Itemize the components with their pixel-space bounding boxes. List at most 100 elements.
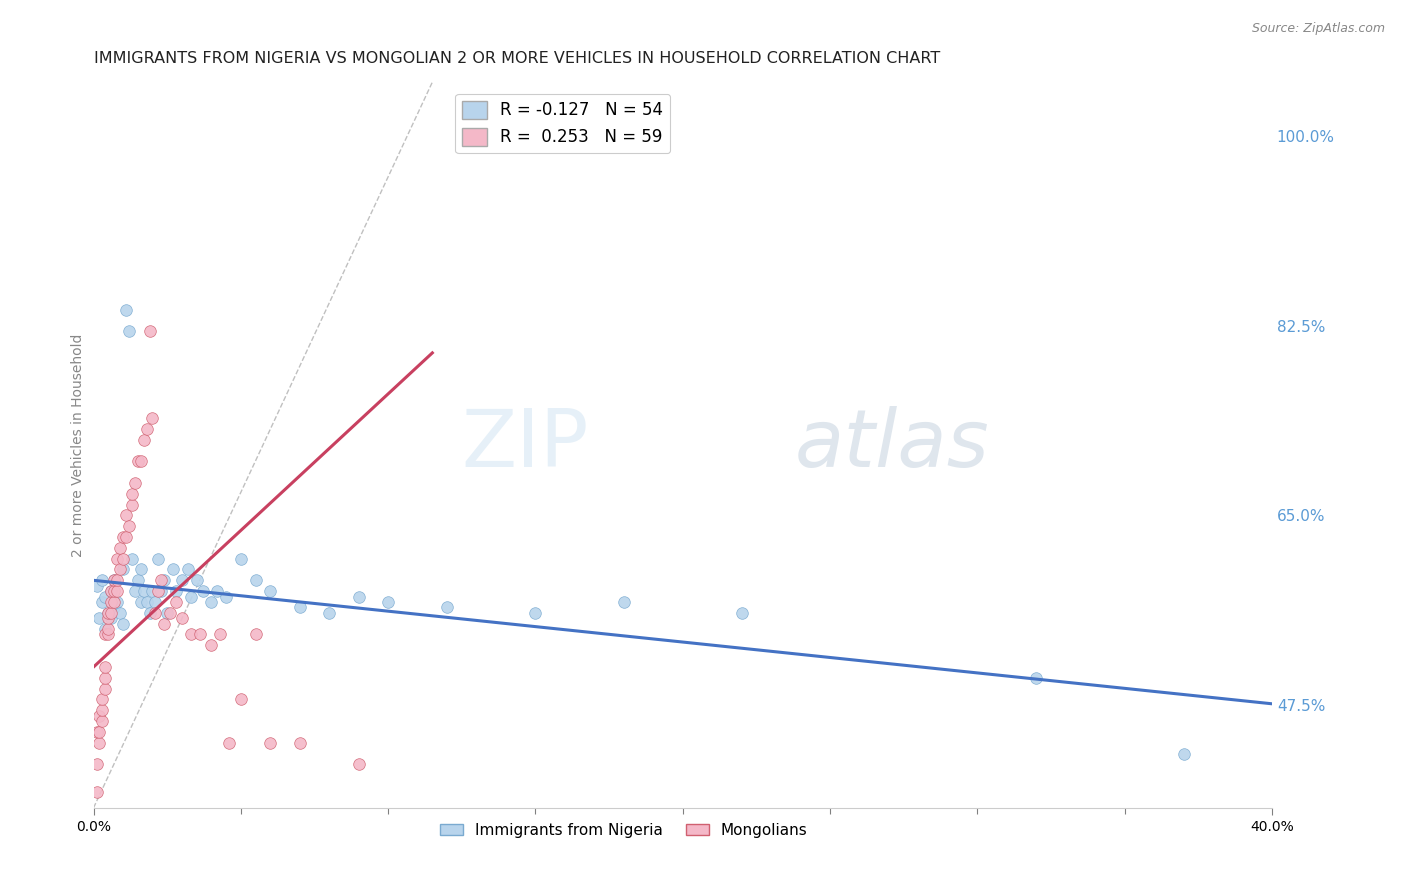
Point	[97, 606, 120, 620]
Point	[209, 627, 232, 641]
Point	[150, 584, 173, 599]
Text: IMMIGRANTS FROM NIGERIA VS MONGOLIAN 2 OR MORE VEHICLES IN HOUSEHOLD CORRELATION: IMMIGRANTS FROM NIGERIA VS MONGOLIAN 2 O…	[94, 51, 939, 66]
Point	[105, 574, 128, 588]
Point	[103, 574, 125, 588]
Point	[436, 600, 458, 615]
Point	[153, 616, 176, 631]
Point	[148, 584, 170, 599]
Point	[135, 595, 157, 609]
Point	[118, 324, 141, 338]
Point	[127, 454, 149, 468]
Point	[132, 433, 155, 447]
Point	[91, 574, 114, 588]
Point	[91, 714, 114, 728]
Point	[108, 606, 131, 620]
Point	[153, 574, 176, 588]
Point	[135, 422, 157, 436]
Point	[162, 562, 184, 576]
Point	[156, 606, 179, 620]
Point	[94, 622, 117, 636]
Point	[150, 574, 173, 588]
Point	[103, 574, 125, 588]
Point	[165, 584, 187, 599]
Point	[124, 584, 146, 599]
Point	[103, 584, 125, 599]
Y-axis label: 2 or more Vehicles in Household: 2 or more Vehicles in Household	[72, 334, 86, 557]
Point	[613, 595, 636, 609]
Point	[94, 681, 117, 696]
Point	[138, 606, 160, 620]
Point	[89, 708, 111, 723]
Point	[112, 551, 135, 566]
Point	[148, 551, 170, 566]
Point	[129, 454, 152, 468]
Point	[121, 498, 143, 512]
Point	[730, 606, 752, 620]
Point	[180, 627, 202, 641]
Point	[86, 725, 108, 739]
Point	[103, 600, 125, 615]
Point	[215, 590, 238, 604]
Point	[91, 703, 114, 717]
Point	[94, 660, 117, 674]
Point	[121, 486, 143, 500]
Point	[129, 562, 152, 576]
Point	[94, 627, 117, 641]
Point	[105, 584, 128, 599]
Point	[105, 595, 128, 609]
Point	[100, 584, 122, 599]
Point	[105, 551, 128, 566]
Point	[97, 611, 120, 625]
Point	[112, 562, 135, 576]
Point	[115, 530, 138, 544]
Legend: Immigrants from Nigeria, Mongolians: Immigrants from Nigeria, Mongolians	[434, 816, 814, 844]
Point	[200, 595, 222, 609]
Point	[97, 622, 120, 636]
Point	[141, 410, 163, 425]
Text: Source: ZipAtlas.com: Source: ZipAtlas.com	[1251, 22, 1385, 36]
Point	[94, 671, 117, 685]
Point	[138, 324, 160, 338]
Point	[288, 600, 311, 615]
Point	[89, 736, 111, 750]
Point	[86, 579, 108, 593]
Point	[129, 595, 152, 609]
Point	[118, 519, 141, 533]
Point	[97, 606, 120, 620]
Point	[121, 551, 143, 566]
Point	[89, 611, 111, 625]
Point	[100, 584, 122, 599]
Point	[177, 562, 200, 576]
Point	[159, 606, 181, 620]
Point	[94, 590, 117, 604]
Point	[170, 574, 193, 588]
Text: atlas: atlas	[794, 406, 990, 484]
Point	[91, 595, 114, 609]
Point	[100, 606, 122, 620]
Point	[318, 606, 340, 620]
Point	[524, 606, 547, 620]
Point	[1173, 747, 1195, 761]
Point	[259, 584, 281, 599]
Point	[115, 302, 138, 317]
Point	[180, 590, 202, 604]
Point	[347, 757, 370, 772]
Point	[115, 508, 138, 523]
Point	[188, 627, 211, 641]
Point	[170, 611, 193, 625]
Point	[132, 584, 155, 599]
Point	[108, 562, 131, 576]
Point	[207, 584, 229, 599]
Point	[218, 736, 240, 750]
Point	[97, 627, 120, 641]
Point	[112, 616, 135, 631]
Point	[100, 595, 122, 609]
Point	[100, 611, 122, 625]
Point	[1025, 671, 1047, 685]
Point	[377, 595, 399, 609]
Point	[165, 595, 187, 609]
Point	[91, 692, 114, 706]
Point	[145, 595, 167, 609]
Point	[103, 595, 125, 609]
Point	[86, 757, 108, 772]
